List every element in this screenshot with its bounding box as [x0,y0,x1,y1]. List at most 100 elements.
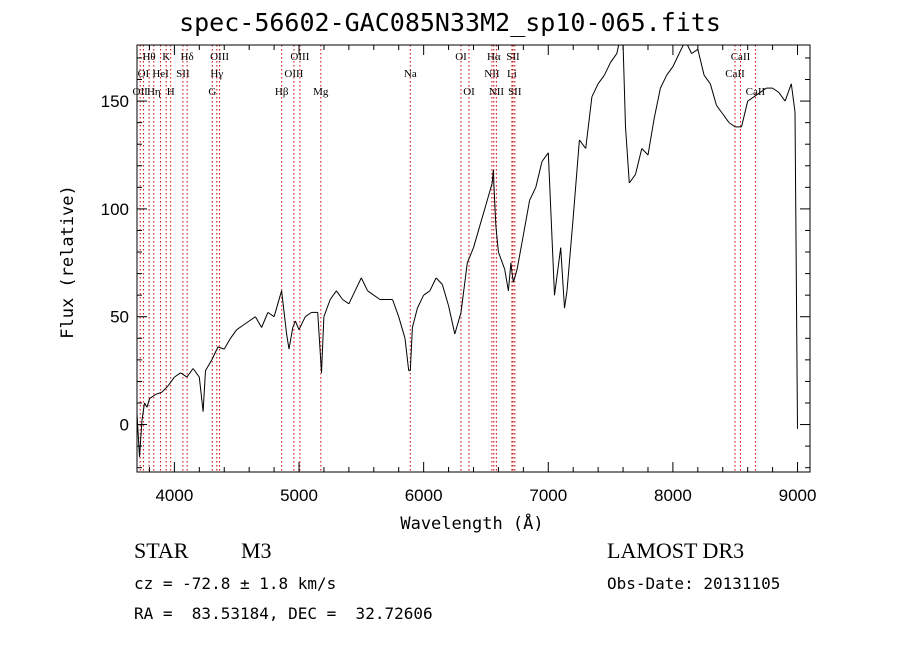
spectrum-segment [141,402,145,421]
spectrum-segment [298,316,306,330]
spectrum-segment [790,83,796,112]
spectrum-segment [211,346,219,361]
spectrum-segment [535,161,543,188]
spectrum-segment [317,312,322,373]
x-tick-label: 6000 [405,486,443,505]
spectrum-segment [628,174,636,184]
y-axis-label: Flux (relative) [58,185,78,339]
spectrum-segment [198,377,204,412]
spectral-line-label: Hη [147,86,161,98]
spectrum-segment [547,152,555,296]
spectrum-segment [672,53,680,67]
spectrum-segment [409,327,413,371]
spectral-line-label: G [208,86,216,98]
spectrum-segment [223,338,231,350]
spectral-line-label: Hθ [142,51,155,63]
spectral-line-label: OI [138,68,150,80]
spectrum-segment [485,182,493,205]
redshift-cz: cz = -72.8 ± 1.8 km/s [134,574,337,593]
survey-name: LAMOST DR3 [607,538,745,563]
spectral-line-label: OI [463,86,475,98]
spectrum-segment [392,299,400,317]
spectral-line-label: Hδ [181,51,194,63]
spectrum-segment [348,290,356,305]
spectrum-segment [603,62,612,76]
spectrum-segment [622,45,624,46]
spectrum-segment [342,299,350,305]
y-tick-label: 0 [120,416,129,435]
line-markers [139,45,756,472]
spectrum-segment [578,139,587,149]
x-tick-label: 7000 [529,486,567,505]
y-tick-label: 50 [110,308,129,327]
spectrum-segment [281,290,288,335]
spectrum-segment [516,234,524,270]
spectrum-segment [728,122,736,128]
spectral-line-label: HeI [152,68,169,80]
spectrum-segment [497,251,506,270]
spectral-line-label: OIII [290,51,309,63]
spectral-line-label: CaII [725,68,745,80]
spectrum-segment [560,247,565,309]
y-tick-label: 100 [101,200,129,219]
spectrum-segment [784,83,792,102]
spectrum-segment [411,307,418,328]
spectrum-segment [174,372,181,378]
spectrum-segment [703,74,711,85]
x-tick-label: 5000 [280,486,318,505]
spectrum-segment [511,273,514,283]
spectrum-segment [429,277,437,292]
spectrum-segment [522,200,531,235]
spectrum-segment [772,87,780,93]
spectrum-segment [139,420,143,457]
spectrum-segment [441,284,450,307]
spectrum-segment [647,118,655,156]
spectrum-segment [541,152,549,162]
spectral-line-label: Hβ [275,86,289,98]
spectrum-segment [622,45,626,127]
spectrum-segment [367,290,375,296]
spectrum-segment [161,385,169,393]
spectrum-segment [504,269,509,291]
spectrum-segment [510,262,513,274]
spectrum-segment [597,74,605,85]
spectral-line-label: Na [404,68,417,80]
spectrum-segment [641,148,649,156]
spectrum-segment [292,320,296,328]
spectrum-segment [167,376,175,386]
x-axis-label: Wavelength (Å) [400,512,543,534]
spectrum-segment [493,182,497,227]
chart-title: spec-56602-GAC085N33M2_sp10-065.fits [179,8,721,37]
spectrum-segment [261,312,269,328]
spectrum-segment [554,247,562,296]
object-class: STAR [134,538,189,563]
spectrum-segment [564,290,568,309]
spectrum-segment [759,87,767,93]
spectral-line-label: OIII [284,68,303,80]
observation-date: Obs-Date: 20131105 [607,574,781,593]
spectrum-segment [585,96,593,149]
x-tick-label: 8000 [654,486,692,505]
spectrum-segment [691,48,699,55]
spectral-line-label: OII [133,86,149,98]
spectrum-segment [686,45,693,54]
spectrum-segment [404,338,410,371]
spectrum-segment [747,96,755,102]
spectral-line-label: SII [506,51,520,63]
spectrum-segment [360,277,369,292]
spectrum-segment [144,402,148,408]
spectrum-segment [591,83,599,98]
spectral-line-label: CaII [731,51,751,63]
spectrum-segment [416,294,425,309]
spectrum-segment [217,346,225,350]
spectral-line-label: Hα [487,51,501,63]
spectrum-segment [335,290,344,300]
spectrum-segment [753,91,761,98]
spectrum-segment [321,316,325,373]
spectrum-segment [653,87,661,119]
x-tick-label: 9000 [779,486,817,505]
spectrum-segment [479,204,487,227]
spectrum-segment [566,217,574,291]
spectrum-segment [288,327,294,350]
